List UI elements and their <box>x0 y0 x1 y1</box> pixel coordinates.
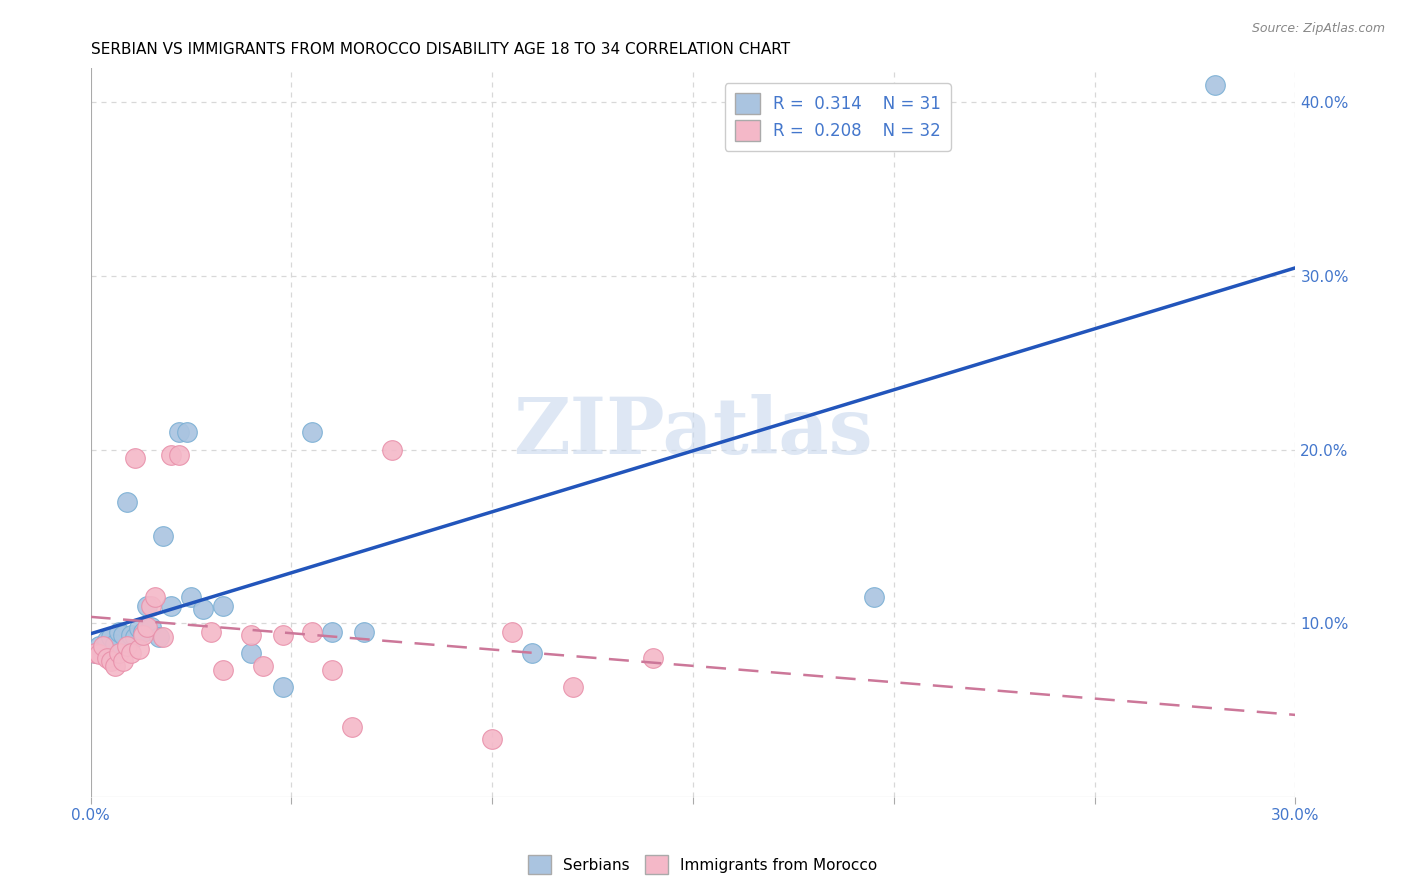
Point <box>160 448 183 462</box>
Point <box>240 628 263 642</box>
Point <box>135 599 157 613</box>
Point <box>91 639 114 653</box>
Text: Source: ZipAtlas.com: Source: ZipAtlas.com <box>1251 22 1385 36</box>
Point <box>212 663 235 677</box>
Point <box>176 425 198 439</box>
Point <box>91 642 114 657</box>
Point <box>132 624 155 639</box>
Point <box>128 621 150 635</box>
Point <box>135 619 157 633</box>
Point <box>132 628 155 642</box>
Point <box>104 659 127 673</box>
Point <box>152 529 174 543</box>
Point <box>96 633 118 648</box>
Point <box>353 624 375 639</box>
Point <box>139 619 162 633</box>
Text: ZIPatlas: ZIPatlas <box>513 394 873 470</box>
Point <box>561 681 583 695</box>
Point <box>1204 78 1226 92</box>
Point <box>160 599 183 613</box>
Point <box>87 639 110 653</box>
Point <box>167 448 190 462</box>
Point <box>120 646 142 660</box>
Point <box>128 642 150 657</box>
Point <box>180 590 202 604</box>
Point <box>340 720 363 734</box>
Point <box>115 494 138 508</box>
Point <box>252 659 274 673</box>
Point <box>115 639 138 653</box>
Point <box>124 451 146 466</box>
Point <box>100 654 122 668</box>
Point <box>111 628 134 642</box>
Point <box>301 624 323 639</box>
Point <box>120 628 142 642</box>
Point <box>481 732 503 747</box>
Legend: Serbians, Immigrants from Morocco: Serbians, Immigrants from Morocco <box>522 849 884 880</box>
Point <box>83 646 105 660</box>
Point <box>124 630 146 644</box>
Point <box>83 646 105 660</box>
Point <box>100 630 122 644</box>
Point <box>104 637 127 651</box>
Point <box>167 425 190 439</box>
Point <box>301 425 323 439</box>
Point <box>321 663 343 677</box>
Point <box>212 599 235 613</box>
Point <box>273 681 295 695</box>
Point <box>107 624 129 639</box>
Point <box>191 602 214 616</box>
Point <box>862 590 884 604</box>
Point <box>522 646 544 660</box>
Point <box>200 624 222 639</box>
Point <box>152 630 174 644</box>
Point <box>139 599 162 613</box>
Point <box>96 650 118 665</box>
Point <box>641 650 664 665</box>
Point <box>501 624 523 639</box>
Point <box>148 630 170 644</box>
Text: SERBIAN VS IMMIGRANTS FROM MOROCCO DISABILITY AGE 18 TO 34 CORRELATION CHART: SERBIAN VS IMMIGRANTS FROM MOROCCO DISAB… <box>90 42 790 57</box>
Point <box>321 624 343 639</box>
Point <box>381 442 404 457</box>
Legend: R =  0.314    N = 31, R =  0.208    N = 32: R = 0.314 N = 31, R = 0.208 N = 32 <box>724 83 950 151</box>
Point <box>107 646 129 660</box>
Point <box>87 648 110 662</box>
Point <box>143 590 166 604</box>
Point <box>111 654 134 668</box>
Point <box>273 628 295 642</box>
Point <box>240 646 263 660</box>
